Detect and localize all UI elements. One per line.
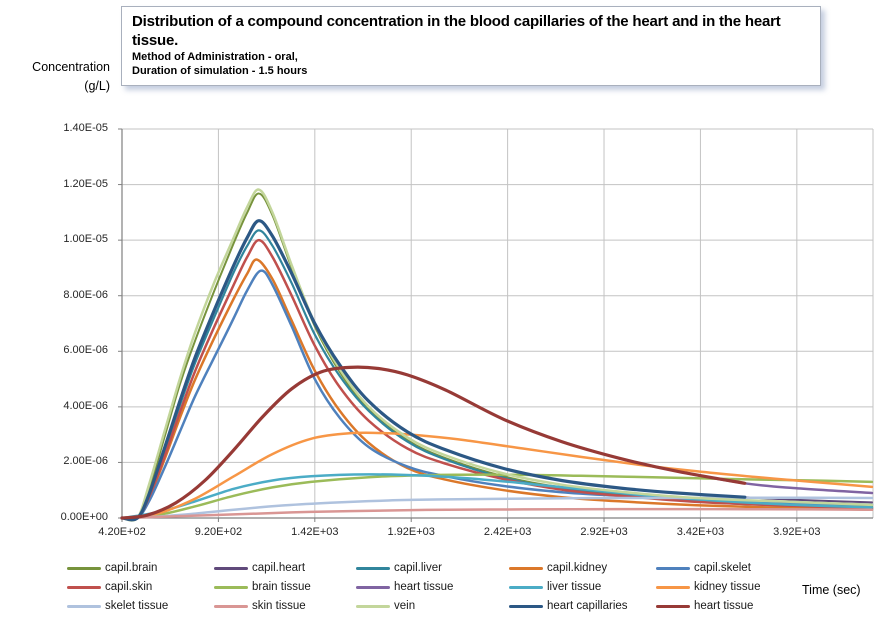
series-skelet-tissue (120, 496, 874, 520)
legend-item-kidney-tissue: kidney tissue (656, 579, 760, 595)
chart-subtitle-duration: Duration of simulation - 1.5 hours (132, 65, 308, 77)
chart-title-box: Distribution of a compound concentration… (121, 6, 821, 86)
legend-label: capil.liver (394, 562, 442, 574)
legend-item-capil-brain: capil.brain (67, 560, 157, 576)
legend-item-capil-heart: capil.heart (214, 560, 305, 576)
x-tick-label: 1.42E+03 (291, 526, 339, 538)
y-tick-label: 4.00E-06 (63, 399, 108, 412)
legend-label: skin tissue (252, 600, 306, 612)
legend-item-brain-tissue: brain tissue (214, 579, 311, 595)
x-axis-title: Time (sec) (802, 583, 861, 597)
legend-item-skelet-tissue: skelet tissue (67, 598, 168, 614)
legend-item-capil-skin: capil.skin (67, 579, 152, 595)
x-tick-label: 3.42E+03 (676, 526, 725, 538)
y-axis-title-line1: Concentration (32, 60, 110, 74)
y-tick-label: 8.00E-06 (63, 288, 108, 301)
legend-item-heart-tissue: heart tissue (356, 579, 453, 595)
plot-area (118, 128, 874, 522)
legend-swatch (656, 585, 690, 589)
y-axis-title-line2: (g/L) (84, 79, 110, 93)
legend-swatch (509, 604, 543, 608)
series-kidney-tissue (120, 431, 874, 520)
legend-item-capil-kidney: capil.kidney (509, 560, 607, 576)
y-axis-title: Concentration (g/L) (0, 58, 110, 96)
y-tick-label: 6.00E-06 (63, 344, 108, 357)
x-tick-label: 2.92E+03 (580, 526, 628, 538)
legend-swatch (356, 585, 390, 589)
legend-item-liver-tissue: liver tissue (509, 579, 601, 595)
x-tick-label: 1.92E+03 (387, 526, 435, 538)
legend-swatch (656, 604, 690, 608)
legend-label: capil.skelet (694, 562, 751, 574)
legend-swatch (656, 566, 690, 570)
y-tick-label: 2.00E-06 (63, 455, 108, 468)
x-tick-label: 3.92E+03 (773, 526, 821, 538)
series-vein (120, 188, 874, 522)
chart-subtitle-method: Method of Administration - oral, (132, 51, 298, 63)
legend-label: capil.brain (105, 562, 158, 574)
x-tick-label: 2.42E+03 (483, 526, 532, 538)
legend-label: heart tissue (394, 581, 454, 593)
legend-label: kidney tissue (694, 581, 761, 593)
y-tick-label: 0.00E+00 (60, 511, 108, 523)
legend-swatch (509, 566, 543, 570)
legend-label: capil.kidney (547, 562, 608, 574)
legend-swatch (214, 585, 248, 589)
legend-label: skelet tissue (105, 600, 169, 612)
legend-item-capil-liver: capil.liver (356, 560, 442, 576)
series-skin-tissue (120, 507, 874, 520)
legend-swatch (214, 604, 248, 608)
legend-label: capil.skin (105, 581, 153, 593)
legend-item-heart-tissue: heart tissue (656, 598, 753, 614)
legend-label: heart tissue (694, 600, 754, 612)
x-tick-label: 4.20E+02 (98, 526, 146, 538)
series-capil-skin (120, 238, 874, 521)
legend-swatch (356, 566, 390, 570)
legend-item-capil-skelet: capil.skelet (656, 560, 751, 576)
legend-item-vein: vein (356, 598, 415, 614)
legend-swatch (509, 585, 543, 589)
series-liver-tissue (120, 473, 874, 520)
y-tick-label: 1.20E-05 (63, 177, 108, 190)
legend-swatch (67, 604, 101, 608)
legend-swatch (214, 566, 248, 570)
series-capil-kidney (120, 258, 874, 521)
legend-swatch (67, 566, 101, 570)
legend-label: liver tissue (547, 581, 602, 593)
series-heart-capillaries (120, 219, 747, 522)
legend-label: capil.heart (252, 562, 306, 574)
legend-item-heart-capillaries: heart capillaries (509, 598, 628, 614)
legend-label: brain tissue (252, 581, 311, 593)
series-heart-tissue (120, 365, 747, 520)
legend-item-skin-tissue: skin tissue (214, 598, 306, 614)
y-tick-label: 1.40E-05 (63, 122, 108, 134)
legend-swatch (356, 604, 390, 608)
legend-swatch (67, 585, 101, 589)
chart-title: Distribution of a compound concentration… (132, 13, 781, 49)
legend-label: vein (394, 600, 416, 612)
legend-label: heart capillaries (547, 600, 628, 612)
x-tick-label: 9.20E+02 (194, 526, 243, 538)
y-tick-label: 1.00E-05 (63, 233, 108, 246)
